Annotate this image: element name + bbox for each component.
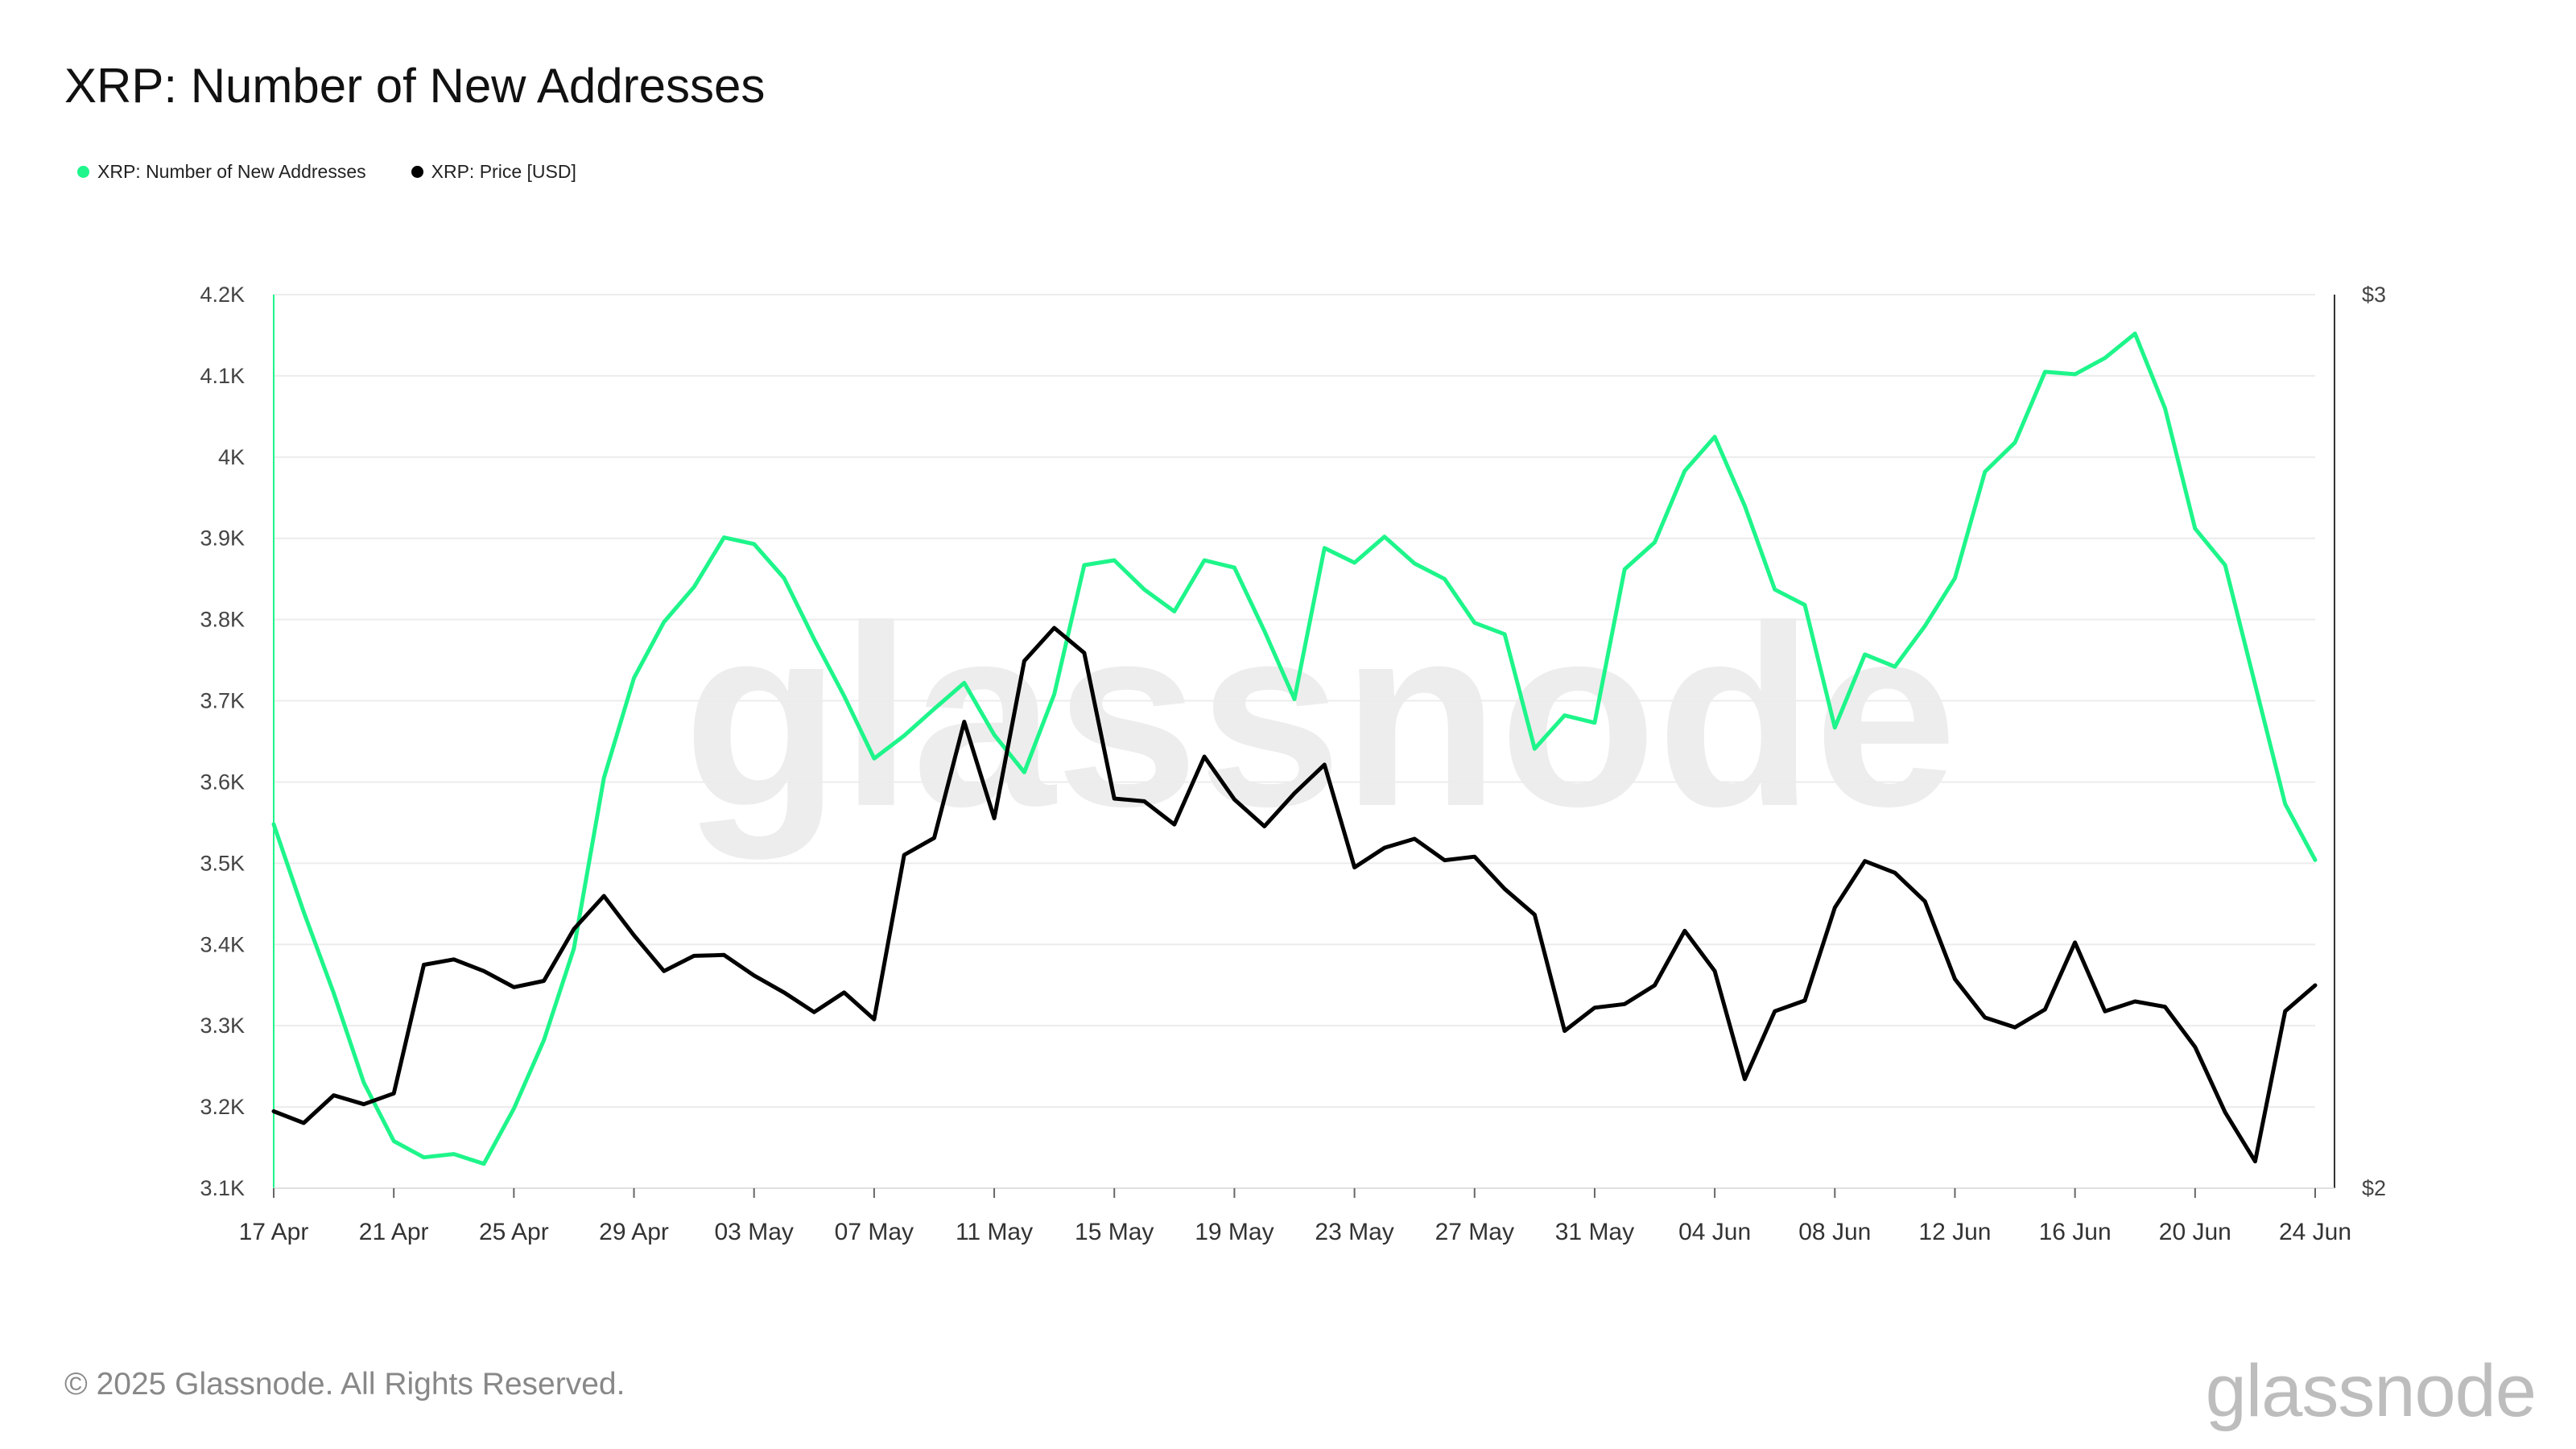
x-tick-label: 19 May	[1195, 1219, 1274, 1245]
x-tick-label: 27 May	[1435, 1219, 1514, 1245]
x-axis-labels: 17 Apr 21 Apr 25 Apr 29 Apr 03 May 07 May 11 M…	[239, 1188, 2351, 1245]
left-y-tick-label: 4K	[218, 445, 245, 469]
right-y-axis-labels: $2 $3	[2362, 283, 2386, 1200]
left-y-tick-label: 3.7K	[200, 689, 245, 713]
x-tick-label: 23 May	[1315, 1219, 1393, 1245]
legend-item-price[interactable]: XRP: Price [USD]	[411, 161, 576, 183]
x-tick-label: 20 Jun	[2159, 1219, 2231, 1245]
left-y-tick-label: 3.8K	[200, 608, 245, 632]
series-lines	[271, 331, 2318, 1166]
copyright-text: © 2025 Glassnode. All Rights Reserved.	[64, 1367, 625, 1402]
brand-logo: glassnode	[2205, 1350, 2537, 1432]
x-tick-label: 07 May	[835, 1219, 914, 1245]
x-tick-label: 11 May	[956, 1219, 1033, 1245]
left-y-tick-label: 4.2K	[200, 283, 245, 307]
x-tick-label: 08 Jun	[1798, 1219, 1871, 1245]
left-y-tick-label: 3.3K	[200, 1013, 245, 1038]
x-tick-label: 15 May	[1075, 1219, 1154, 1245]
x-tick-label: 21 Apr	[359, 1219, 429, 1245]
left-y-tick-label: 3.1K	[200, 1176, 245, 1200]
legend-label-new-addresses: XRP: Number of New Addresses	[97, 161, 366, 182]
watermark-text: glassnode	[683, 572, 1958, 861]
x-tick-label: 31 May	[1555, 1219, 1634, 1245]
right-y-tick-label: $2	[2362, 1176, 2386, 1200]
right-y-tick-label: $3	[2362, 283, 2386, 307]
left-y-tick-label: 3.6K	[200, 770, 245, 794]
legend-item-new-addresses[interactable]: XRP: Number of New Addresses	[77, 161, 366, 183]
legend-dot-price	[411, 166, 423, 178]
x-tick-label: 12 Jun	[1918, 1219, 1991, 1245]
x-tick-label: 16 Jun	[2039, 1219, 2112, 1245]
left-y-axis-labels: 3.1K 3.2K 3.3K 3.4K 3.5K 3.6K 3.7K 3.8K 3.9K 4K 4.…	[200, 283, 245, 1200]
x-tick-label: 03 May	[715, 1219, 794, 1245]
x-tick-label: 04 Jun	[1678, 1219, 1751, 1245]
legend-dot-new-addresses	[77, 166, 89, 178]
series-line-new-addresses	[271, 331, 2318, 1166]
x-tick-label: 24 Jun	[2279, 1219, 2351, 1245]
series-line-price	[271, 625, 2318, 1164]
chart-title: XRP: Number of New Addresses	[64, 59, 766, 113]
left-y-tick-label: 3.2K	[200, 1095, 245, 1119]
x-tick-label: 17 Apr	[239, 1219, 309, 1245]
chart-legend: XRP: Number of New Addresses XRP: Price …	[77, 161, 576, 183]
left-y-tick-label: 3.4K	[200, 932, 245, 956]
left-y-tick-label: 3.5K	[200, 851, 245, 875]
left-y-tick-label: 3.9K	[200, 526, 245, 551]
legend-label-price: XRP: Price [USD]	[431, 161, 576, 182]
x-tick-label: 25 Apr	[479, 1219, 549, 1245]
axes	[273, 295, 2335, 1189]
x-tick-label: 29 Apr	[599, 1219, 669, 1245]
left-y-tick-label: 4.1K	[200, 364, 245, 388]
